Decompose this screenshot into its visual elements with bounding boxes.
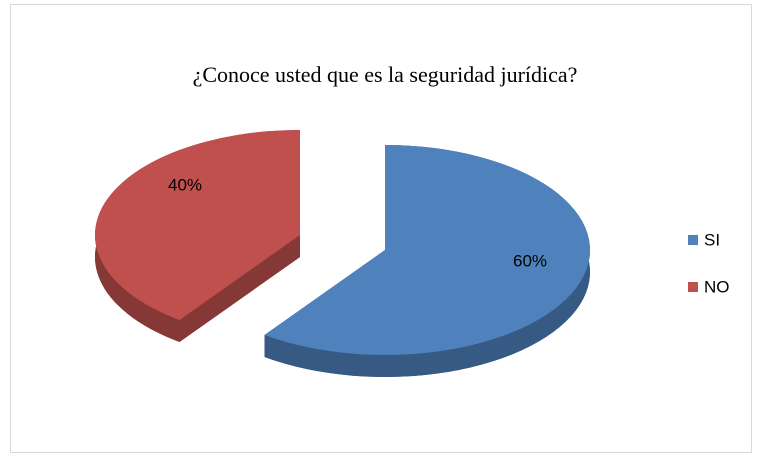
slice-side bbox=[179, 235, 300, 342]
data-label: 40% bbox=[168, 175, 202, 194]
legend-swatch bbox=[688, 282, 698, 292]
legend-label: SI bbox=[704, 230, 720, 249]
legend-label: NO bbox=[704, 277, 730, 296]
slice bbox=[95, 130, 300, 320]
data-label: 60% bbox=[513, 251, 547, 270]
slice bbox=[95, 130, 300, 342]
chart-title: ¿Conoce usted que es la seguridad jurídi… bbox=[193, 62, 578, 87]
slice bbox=[264, 145, 590, 377]
slice-wall bbox=[264, 145, 590, 377]
slice bbox=[264, 145, 590, 355]
legend-swatch bbox=[688, 235, 698, 245]
